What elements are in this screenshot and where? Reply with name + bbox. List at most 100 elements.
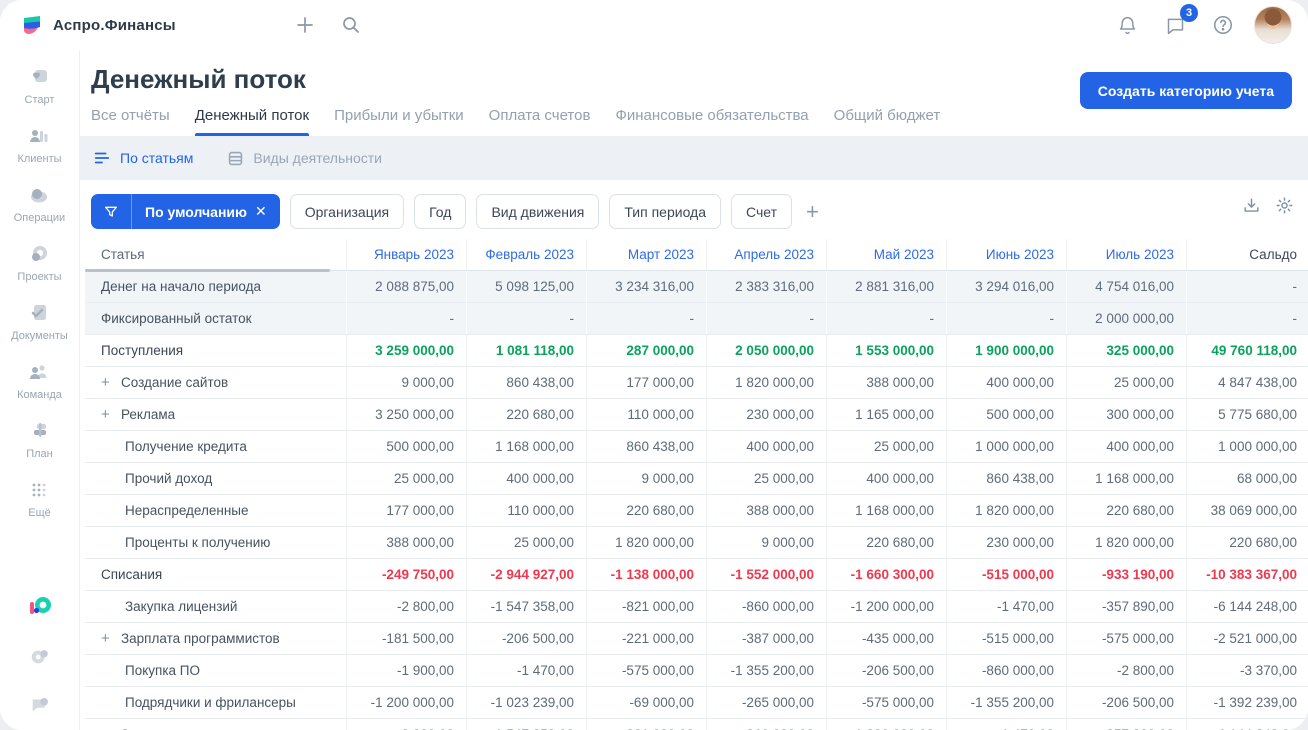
- sidebar-item-клиенты[interactable]: Клиенты: [11, 123, 68, 165]
- cell-value[interactable]: 860 438,00: [586, 431, 706, 462]
- tab-прибыли-и-убытки[interactable]: Прибыли и убытки: [334, 107, 464, 124]
- add-filter-icon[interactable]: +: [806, 198, 819, 224]
- cell-value[interactable]: 1 553 000,00: [826, 335, 946, 366]
- cell-value[interactable]: 1 168 000,00: [1066, 463, 1186, 494]
- cell-value[interactable]: 325 000,00: [1066, 335, 1186, 366]
- active-filter-pill[interactable]: По умолчанию ✕: [91, 194, 280, 229]
- cell-value[interactable]: -2 800,00: [346, 591, 466, 622]
- cell-value[interactable]: -221 000,00: [586, 623, 706, 654]
- cell-value[interactable]: -: [826, 303, 946, 334]
- column-header-month[interactable]: Июнь 2023: [946, 239, 1066, 270]
- brand[interactable]: Аспро.Финансы: [0, 13, 176, 37]
- cell-value[interactable]: 400 000,00: [826, 463, 946, 494]
- funnel-icon[interactable]: [91, 194, 132, 229]
- tab-денежный-поток[interactable]: Денежный поток: [194, 107, 310, 136]
- cell-value[interactable]: -1 355 200,00: [706, 655, 826, 686]
- cell-saldo[interactable]: 49 760 118,00: [1186, 335, 1308, 366]
- horizontal-scrollbar[interactable]: [85, 269, 330, 272]
- notifications-bell-icon[interactable]: [1110, 8, 1144, 42]
- cell-value[interactable]: 25 000,00: [706, 463, 826, 494]
- column-header-month[interactable]: Январь 2023: [346, 239, 466, 270]
- cell-value[interactable]: -1 552 000,00: [706, 559, 826, 590]
- cell-value[interactable]: 9 000,00: [586, 463, 706, 494]
- cell-value[interactable]: 1 820 000,00: [1066, 527, 1186, 558]
- cell-value[interactable]: 110 000,00: [586, 399, 706, 430]
- cell-value[interactable]: -1 470,00: [946, 591, 1066, 622]
- cell-value[interactable]: -1 547 358,00: [466, 719, 586, 730]
- expand-plus-icon[interactable]: +: [101, 726, 113, 730]
- cell-saldo[interactable]: -2 521 000,00: [1186, 623, 1308, 654]
- cell-value[interactable]: 110 000,00: [466, 495, 586, 526]
- cell-value[interactable]: -1 660 300,00: [826, 559, 946, 590]
- sidebar-item-план[interactable]: План: [11, 418, 68, 460]
- cell-value[interactable]: -435 000,00: [826, 623, 946, 654]
- cell-value[interactable]: -265 000,00: [706, 687, 826, 718]
- cell-value[interactable]: -515 000,00: [946, 559, 1066, 590]
- cell-value[interactable]: 9 000,00: [706, 527, 826, 558]
- sidebar-item-операции[interactable]: Операции: [11, 182, 68, 224]
- cell-saldo[interactable]: 38 069 000,00: [1186, 495, 1308, 526]
- cell-value[interactable]: -575 000,00: [826, 687, 946, 718]
- help-icon[interactable]: [1206, 8, 1240, 42]
- cell-value[interactable]: 177 000,00: [346, 495, 466, 526]
- cell-value[interactable]: 1 165 000,00: [826, 399, 946, 430]
- cell-value[interactable]: 220 680,00: [586, 495, 706, 526]
- cell-value[interactable]: 3 234 316,00: [586, 271, 706, 302]
- cell-value[interactable]: 400 000,00: [1066, 431, 1186, 462]
- column-header-month[interactable]: Июль 2023: [1066, 239, 1186, 270]
- view-option-по-статьям[interactable]: По статьям: [93, 150, 193, 166]
- tab-общий-бюджет[interactable]: Общий бюджет: [833, 107, 941, 124]
- expand-plus-icon[interactable]: +: [101, 630, 110, 647]
- cell-value[interactable]: -1 470,00: [466, 655, 586, 686]
- expand-plus-icon[interactable]: +: [101, 374, 110, 391]
- cell-value[interactable]: -: [946, 303, 1066, 334]
- cell-saldo[interactable]: -6 144 248,00: [1186, 591, 1308, 622]
- cell-value[interactable]: 388 000,00: [706, 495, 826, 526]
- cell-value[interactable]: 3 294 016,00: [946, 271, 1066, 302]
- cell-value[interactable]: -1 200 000,00: [346, 687, 466, 718]
- sidebar-item-ещё[interactable]: Ещё: [11, 477, 68, 519]
- cell-value[interactable]: 9 000,00: [346, 367, 466, 398]
- cell-value[interactable]: 2 000 000,00: [1066, 303, 1186, 334]
- filter-chip-вид-движения[interactable]: Вид движения: [476, 194, 600, 229]
- cell-value[interactable]: 400 000,00: [946, 367, 1066, 398]
- create-category-button[interactable]: Создать категорию учета: [1079, 72, 1292, 109]
- cell-value[interactable]: 177 000,00: [586, 367, 706, 398]
- cell-value[interactable]: -575 000,00: [586, 655, 706, 686]
- cell-value[interactable]: -1 470,00: [946, 719, 1066, 730]
- sidebar-settings-icon[interactable]: [29, 646, 51, 668]
- cell-value[interactable]: -515 000,00: [946, 623, 1066, 654]
- cell-saldo[interactable]: 5 775 680,00: [1186, 399, 1308, 430]
- download-icon[interactable]: [1242, 196, 1261, 215]
- column-header-month[interactable]: Май 2023: [826, 239, 946, 270]
- cell-value[interactable]: 400 000,00: [466, 463, 586, 494]
- cell-value[interactable]: -: [706, 303, 826, 334]
- cell-saldo[interactable]: -: [1186, 271, 1308, 302]
- cell-value[interactable]: 1 000 000,00: [946, 431, 1066, 462]
- cell-value[interactable]: 2 881 316,00: [826, 271, 946, 302]
- cell-value[interactable]: 388 000,00: [826, 367, 946, 398]
- cell-value[interactable]: -1 023 239,00: [466, 687, 586, 718]
- table-settings-gear-icon[interactable]: [1275, 196, 1294, 215]
- cell-saldo[interactable]: -: [1186, 303, 1308, 334]
- cell-value[interactable]: -1 138 000,00: [586, 559, 706, 590]
- filter-chip-счет[interactable]: Счет: [731, 194, 792, 229]
- cell-value[interactable]: 287 000,00: [586, 335, 706, 366]
- chat-icon[interactable]: 3: [1158, 4, 1198, 42]
- tab-финансовые-обязательства[interactable]: Финансовые обязательства: [615, 107, 809, 124]
- cell-value[interactable]: -357 890,00: [1066, 719, 1186, 730]
- sidebar-item-старт[interactable]: Старт: [11, 64, 68, 106]
- cell-value[interactable]: -860 000,00: [706, 719, 826, 730]
- cell-value[interactable]: 500 000,00: [946, 399, 1066, 430]
- filter-chip-организация[interactable]: Организация: [289, 194, 405, 229]
- cell-value[interactable]: 230 000,00: [706, 399, 826, 430]
- create-plus-icon[interactable]: [288, 8, 322, 42]
- cell-value[interactable]: 300 000,00: [1066, 399, 1186, 430]
- cell-value[interactable]: 1 168 000,00: [466, 431, 586, 462]
- cell-saldo[interactable]: -6 144 248,00: [1186, 719, 1308, 730]
- cell-value[interactable]: -1 355 200,00: [946, 687, 1066, 718]
- cell-value[interactable]: -1 200 000,00: [826, 719, 946, 730]
- cell-value[interactable]: -69 000,00: [586, 687, 706, 718]
- cell-value[interactable]: 400 000,00: [706, 431, 826, 462]
- cell-value[interactable]: -575 000,00: [1066, 623, 1186, 654]
